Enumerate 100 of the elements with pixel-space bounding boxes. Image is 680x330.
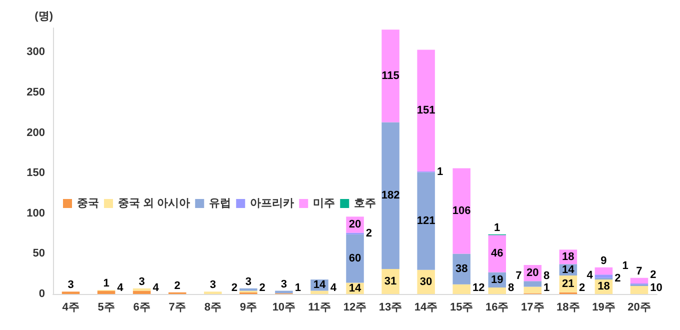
- data-label: 151: [416, 104, 436, 117]
- x-tick-label: 20주: [628, 302, 651, 314]
- bar: [488, 288, 506, 294]
- bar: [132, 288, 151, 291]
- y-tick-label: 0: [38, 288, 45, 300]
- data-label: 4: [586, 269, 594, 282]
- data-label: 1: [294, 282, 301, 294]
- data-label: 9: [600, 254, 607, 267]
- data-label: 182: [381, 190, 400, 202]
- data-label: 8: [544, 270, 550, 282]
- data-label: 1: [103, 277, 110, 290]
- y-tick-label: 100: [26, 207, 45, 220]
- data-label: 3: [245, 276, 252, 288]
- x-tick-label: 11주: [308, 302, 331, 314]
- bar: [452, 284, 470, 294]
- legend-label: 중국 외 아시아: [118, 198, 190, 210]
- data-label: 14: [348, 282, 362, 294]
- legend-label: 유럽: [209, 198, 232, 210]
- x-tick-label: 10주: [272, 302, 296, 314]
- data-label: 3: [138, 276, 145, 288]
- x-tick-label: 6주: [133, 302, 150, 314]
- data-label: 8: [508, 282, 514, 294]
- data-label: 2: [231, 282, 238, 294]
- data-label: 4: [330, 282, 338, 294]
- bar: [382, 122, 400, 270]
- data-label: 106: [452, 204, 471, 217]
- legend-label: 아프리카: [250, 198, 294, 210]
- data-label: 12: [472, 282, 485, 294]
- bar: [382, 30, 400, 122]
- data-label: 20: [348, 218, 362, 231]
- bar: [452, 254, 470, 284]
- x-tick-label: 13주: [378, 302, 402, 314]
- data-label: 3: [280, 278, 288, 290]
- y-tick-label: 200: [26, 126, 45, 139]
- data-label: 60: [348, 252, 362, 265]
- data-label: 1: [622, 260, 628, 272]
- legend-label: 중국: [77, 198, 99, 210]
- data-label: 10: [650, 282, 662, 294]
- bar: [594, 274, 613, 278]
- x-tick-label: 7주: [168, 302, 186, 314]
- data-label: 14: [313, 279, 326, 292]
- bar: [524, 286, 542, 294]
- data-label: 2: [366, 228, 372, 240]
- bar: [132, 290, 151, 294]
- data-label: 2: [259, 282, 266, 294]
- data-label: 4: [152, 282, 160, 294]
- data-label: 19: [490, 274, 504, 286]
- data-label: 115: [382, 70, 400, 82]
- y-tick-label: 150: [26, 167, 45, 180]
- bar: [240, 288, 258, 291]
- data-label: 31: [384, 276, 397, 288]
- bar: [417, 172, 435, 270]
- data-label: 4: [117, 282, 124, 294]
- bar: [346, 234, 364, 283]
- bar: [524, 281, 542, 287]
- x-tick-label: 16주: [485, 302, 509, 314]
- bar: [97, 290, 116, 294]
- data-label: 20: [526, 267, 539, 280]
- data-label: 18: [598, 280, 610, 293]
- y-tick-label: 300: [26, 46, 45, 58]
- data-label: 7: [516, 270, 522, 282]
- bar: [630, 286, 648, 294]
- data-label: 46: [490, 248, 504, 260]
- y-axis-title: (명): [34, 10, 54, 22]
- data-label: 2: [650, 269, 656, 282]
- data-label: 7: [636, 265, 642, 278]
- data-label: 1: [436, 166, 444, 178]
- x-tick-label: 9주: [240, 302, 257, 314]
- data-label: 38: [455, 263, 468, 276]
- x-tick-label: 8주: [204, 302, 222, 314]
- data-label: 1: [494, 222, 500, 234]
- bar: [594, 267, 613, 275]
- data-label: 2: [579, 282, 586, 294]
- x-tick-label: 17주: [521, 302, 544, 314]
- data-label: 1: [544, 282, 550, 294]
- bar: [310, 290, 328, 294]
- data-label: 14: [562, 264, 576, 276]
- legend-label: 호주: [354, 198, 376, 210]
- data-label: 2: [614, 272, 621, 285]
- x-tick-label: 12주: [343, 302, 367, 314]
- x-tick-label: 19주: [592, 302, 616, 314]
- data-label: 21: [562, 278, 574, 290]
- x-tick-label: 18주: [556, 302, 580, 314]
- bar: [630, 278, 648, 284]
- data-label: 121: [416, 215, 436, 228]
- data-label: 18: [562, 250, 574, 263]
- x-tick-label: 14주: [414, 302, 438, 314]
- data-label: 30: [420, 276, 432, 288]
- y-tick-label: 250: [26, 86, 45, 98]
- data-label: 3: [210, 279, 216, 292]
- x-tick-label: 15주: [450, 302, 474, 314]
- bar: [452, 168, 470, 254]
- legend-label: 미주: [313, 198, 336, 210]
- y-tick-label: 50: [32, 248, 45, 260]
- bar: [488, 235, 506, 272]
- data-label: 3: [68, 279, 74, 292]
- bar: [417, 50, 435, 172]
- x-tick-label: 4주: [62, 302, 80, 314]
- data-label: 2: [174, 280, 180, 292]
- x-tick-label: 5주: [98, 302, 115, 314]
